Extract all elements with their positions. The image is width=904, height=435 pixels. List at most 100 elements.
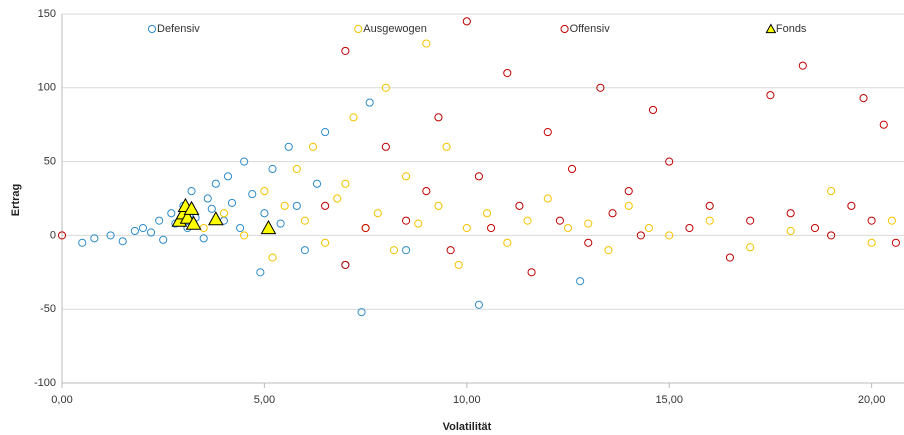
- point: [555, 216, 564, 225]
- point: [434, 113, 443, 122]
- point: [786, 209, 795, 218]
- point: [341, 46, 350, 55]
- point: [341, 179, 350, 188]
- point: [503, 238, 512, 247]
- point: [321, 201, 330, 210]
- point: [462, 223, 471, 233]
- point: [847, 201, 856, 210]
- point: [361, 223, 370, 233]
- x-axis-title: Volatilität: [443, 421, 492, 433]
- point: [292, 201, 301, 210]
- point: [381, 83, 390, 92]
- point: [179, 209, 196, 224]
- point: [685, 223, 694, 233]
- point: [827, 187, 836, 196]
- point: [167, 209, 176, 218]
- point: [596, 83, 605, 92]
- point: [276, 219, 285, 228]
- point: [422, 39, 431, 48]
- point: [187, 187, 196, 196]
- point: [887, 216, 896, 225]
- y-tick-label: 0: [50, 229, 56, 241]
- legend-marker: [354, 24, 363, 34]
- point: [746, 243, 755, 252]
- series-1: [199, 39, 896, 269]
- point: [236, 223, 245, 233]
- point: [308, 142, 318, 151]
- point: [260, 209, 269, 218]
- point: [810, 223, 820, 233]
- point: [636, 231, 645, 240]
- point: [402, 172, 411, 181]
- point: [527, 268, 536, 277]
- point: [349, 113, 358, 122]
- x-tick-label: 10,00: [453, 394, 481, 406]
- legend-item: Fonds: [765, 23, 807, 35]
- point: [300, 246, 309, 255]
- point: [159, 235, 168, 244]
- point: [300, 216, 309, 225]
- point: [130, 226, 139, 236]
- point: [268, 253, 277, 262]
- point: [223, 172, 233, 181]
- legend-label: Ausgewogen: [363, 23, 427, 35]
- point: [389, 246, 399, 255]
- point: [648, 105, 658, 115]
- point: [240, 157, 249, 166]
- point: [567, 164, 577, 174]
- point: [402, 246, 411, 255]
- point: [155, 216, 164, 225]
- point: [106, 231, 115, 240]
- point: [474, 172, 484, 181]
- point: [240, 231, 249, 240]
- point: [454, 260, 463, 269]
- point: [766, 91, 775, 100]
- point: [90, 234, 99, 243]
- point: [207, 204, 216, 213]
- point: [705, 216, 714, 225]
- point: [78, 238, 87, 247]
- point: [563, 223, 573, 233]
- point: [414, 219, 423, 228]
- point: [321, 128, 330, 137]
- point: [827, 231, 836, 240]
- point: [422, 187, 431, 196]
- point: [248, 189, 257, 199]
- point: [786, 226, 795, 236]
- point: [292, 164, 301, 174]
- point: [867, 238, 876, 247]
- point: [543, 194, 552, 203]
- y-tick-label: -50: [40, 303, 56, 315]
- point: [859, 94, 868, 103]
- point: [183, 200, 200, 215]
- point: [199, 234, 208, 243]
- point: [482, 209, 492, 218]
- point: [203, 194, 212, 203]
- point: [321, 238, 330, 247]
- point: [584, 219, 593, 228]
- legend-marker: [560, 24, 569, 34]
- point: [442, 142, 451, 151]
- point: [584, 238, 593, 247]
- point: [725, 253, 735, 262]
- point: [462, 17, 471, 26]
- point: [746, 216, 755, 225]
- point: [487, 223, 496, 233]
- point: [341, 260, 350, 269]
- point: [146, 228, 156, 237]
- point: [608, 209, 617, 218]
- point: [402, 216, 411, 225]
- point: [604, 246, 613, 255]
- point: [57, 231, 67, 240]
- grid: [62, 13, 904, 384]
- point: [381, 142, 390, 151]
- point: [515, 201, 524, 210]
- legend-marker: [147, 24, 157, 34]
- point: [644, 223, 654, 233]
- series-2: [57, 17, 900, 277]
- point: [118, 237, 127, 246]
- point: [199, 223, 208, 233]
- y-axis-title: Ertrag: [10, 184, 22, 216]
- point: [891, 238, 900, 247]
